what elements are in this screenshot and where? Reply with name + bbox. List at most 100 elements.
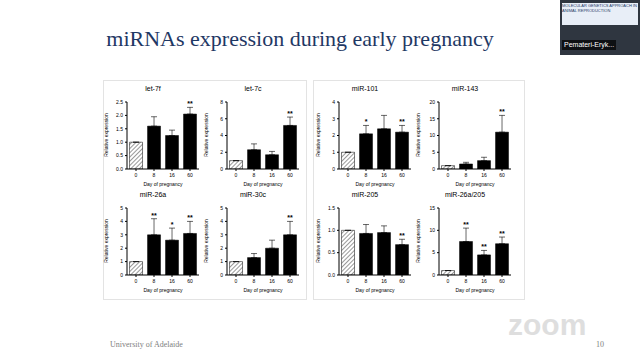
svg-text:Relative expression: Relative expression bbox=[315, 219, 321, 263]
svg-text:3: 3 bbox=[332, 116, 335, 122]
svg-text:Day of pregnancy: Day of pregnancy bbox=[455, 181, 495, 187]
svg-text:1: 1 bbox=[332, 149, 335, 155]
svg-text:**: ** bbox=[187, 100, 193, 107]
svg-text:5: 5 bbox=[120, 205, 123, 211]
svg-text:0.0: 0.0 bbox=[116, 166, 123, 172]
svg-text:Relative expression: Relative expression bbox=[415, 219, 421, 263]
svg-text:8: 8 bbox=[153, 278, 156, 284]
svg-text:Day of pregnancy: Day of pregnancy bbox=[355, 181, 395, 187]
svg-text:0: 0 bbox=[220, 272, 223, 278]
svg-text:Day of pregnancy: Day of pregnancy bbox=[243, 181, 283, 187]
svg-text:Relative expression: Relative expression bbox=[103, 219, 109, 263]
svg-text:0: 0 bbox=[220, 166, 223, 172]
svg-text:8: 8 bbox=[465, 278, 468, 284]
svg-text:0: 0 bbox=[447, 278, 450, 284]
svg-text:0: 0 bbox=[347, 172, 350, 178]
svg-text:Relative expression: Relative expression bbox=[203, 113, 209, 157]
svg-text:Day of pregnancy: Day of pregnancy bbox=[143, 181, 183, 187]
svg-text:0: 0 bbox=[332, 166, 335, 172]
svg-text:2: 2 bbox=[220, 149, 223, 155]
svg-text:10: 10 bbox=[429, 132, 435, 138]
svg-text:8: 8 bbox=[365, 278, 368, 284]
svg-text:5: 5 bbox=[432, 149, 435, 155]
svg-text:8: 8 bbox=[365, 172, 368, 178]
svg-text:Day of pregnancy: Day of pregnancy bbox=[143, 287, 183, 293]
svg-text:**: ** bbox=[481, 243, 487, 250]
svg-text:0: 0 bbox=[135, 278, 138, 284]
svg-text:3: 3 bbox=[120, 232, 123, 238]
svg-text:60: 60 bbox=[287, 172, 293, 178]
svg-text:**: ** bbox=[463, 221, 469, 228]
svg-text:15: 15 bbox=[429, 205, 435, 211]
svg-text:5: 5 bbox=[220, 205, 223, 211]
svg-text:0.5: 0.5 bbox=[328, 249, 335, 255]
svg-text:**: ** bbox=[151, 212, 157, 219]
svg-text:Day of pregnancy: Day of pregnancy bbox=[455, 287, 495, 293]
svg-text:60: 60 bbox=[499, 172, 505, 178]
svg-text:1: 1 bbox=[220, 258, 223, 264]
svg-text:**: ** bbox=[499, 108, 505, 115]
svg-text:60: 60 bbox=[499, 278, 505, 284]
svg-text:60: 60 bbox=[399, 172, 405, 178]
svg-text:Relative expression: Relative expression bbox=[203, 219, 209, 263]
svg-text:60: 60 bbox=[399, 278, 405, 284]
svg-text:0: 0 bbox=[432, 272, 435, 278]
svg-text:1: 1 bbox=[120, 258, 123, 264]
svg-text:1.5: 1.5 bbox=[116, 126, 123, 132]
svg-text:60: 60 bbox=[187, 172, 193, 178]
svg-text:8: 8 bbox=[253, 172, 256, 178]
svg-text:6: 6 bbox=[220, 116, 223, 122]
svg-text:16: 16 bbox=[381, 172, 387, 178]
svg-text:**: ** bbox=[399, 118, 405, 125]
svg-text:8: 8 bbox=[465, 172, 468, 178]
svg-text:Relative expression: Relative expression bbox=[315, 113, 321, 157]
svg-text:16: 16 bbox=[481, 172, 487, 178]
svg-text:**: ** bbox=[287, 214, 293, 221]
svg-text:**: ** bbox=[187, 214, 193, 221]
svg-text:60: 60 bbox=[187, 278, 193, 284]
svg-text:2: 2 bbox=[120, 245, 123, 251]
svg-text:Relative expression: Relative expression bbox=[415, 113, 421, 157]
svg-text:5: 5 bbox=[432, 249, 435, 255]
svg-text:16: 16 bbox=[269, 172, 275, 178]
svg-text:0: 0 bbox=[347, 278, 350, 284]
svg-text:0.0: 0.0 bbox=[328, 272, 335, 278]
svg-text:2: 2 bbox=[220, 245, 223, 251]
svg-text:0: 0 bbox=[432, 166, 435, 172]
svg-text:8: 8 bbox=[253, 278, 256, 284]
svg-text:16: 16 bbox=[481, 278, 487, 284]
svg-text:4: 4 bbox=[220, 132, 223, 138]
svg-text:0: 0 bbox=[135, 172, 138, 178]
svg-text:*: * bbox=[171, 221, 174, 228]
svg-text:4: 4 bbox=[120, 218, 123, 224]
svg-text:0: 0 bbox=[120, 272, 123, 278]
svg-text:2.5: 2.5 bbox=[116, 99, 123, 105]
svg-text:1.5: 1.5 bbox=[328, 205, 335, 211]
svg-text:20: 20 bbox=[429, 99, 435, 105]
svg-text:0: 0 bbox=[235, 278, 238, 284]
svg-text:16: 16 bbox=[169, 278, 175, 284]
svg-text:1.0: 1.0 bbox=[328, 227, 335, 233]
svg-text:**: ** bbox=[499, 230, 505, 237]
svg-text:0: 0 bbox=[447, 172, 450, 178]
svg-text:Day of pregnancy: Day of pregnancy bbox=[243, 287, 283, 293]
svg-text:2.0: 2.0 bbox=[116, 112, 123, 118]
svg-text:3: 3 bbox=[220, 232, 223, 238]
svg-text:16: 16 bbox=[381, 278, 387, 284]
svg-text:0.5: 0.5 bbox=[116, 152, 123, 158]
svg-text:8: 8 bbox=[153, 172, 156, 178]
svg-text:*: * bbox=[365, 118, 368, 125]
svg-text:0: 0 bbox=[235, 172, 238, 178]
svg-text:2: 2 bbox=[332, 132, 335, 138]
svg-text:Relative expression: Relative expression bbox=[103, 113, 109, 157]
svg-text:60: 60 bbox=[287, 278, 293, 284]
svg-text:16: 16 bbox=[269, 278, 275, 284]
svg-text:**: ** bbox=[287, 110, 293, 117]
svg-text:Day of pregnancy: Day of pregnancy bbox=[355, 287, 395, 293]
svg-text:16: 16 bbox=[169, 172, 175, 178]
svg-text:1.0: 1.0 bbox=[116, 139, 123, 145]
svg-text:4: 4 bbox=[332, 99, 335, 105]
svg-text:15: 15 bbox=[429, 116, 435, 122]
svg-text:10: 10 bbox=[429, 227, 435, 233]
svg-text:4: 4 bbox=[220, 218, 223, 224]
